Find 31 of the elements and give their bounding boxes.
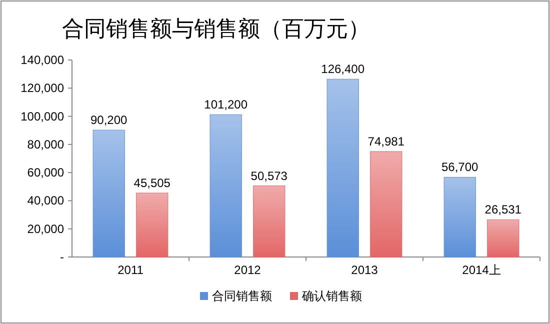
bar [487,219,520,258]
data-label: 101,200 [204,98,248,112]
chart-title: 合同销售额与销售额（百万元） [62,16,370,41]
x-tick-label: 2012 [234,263,262,277]
x-tick-label: 2011 [118,263,144,277]
data-label: 45,505 [134,176,171,190]
data-label: 126,400 [321,62,365,76]
x-tick-label: 2014上 [462,263,501,277]
bar [370,151,402,258]
bar [326,78,359,258]
y-tick-label: 100,000 [20,109,64,124]
y-tick-label: 40,000 [27,194,64,208]
bar [210,114,242,258]
data-label: 26,531 [484,202,522,217]
data-label: 74,981 [368,134,405,148]
x-tick-label: 2013 [351,263,378,277]
y-tick-label: 120,000 [20,81,64,96]
legend-label: 确认销售额 [301,289,362,303]
y-tick-label: 80,000 [27,137,64,152]
y-tick-label: 60,000 [27,166,64,180]
legend-label: 合同销售额 [212,289,272,303]
bar [444,176,476,258]
data-label: 50,573 [250,168,288,183]
data-label: 90,200 [90,113,128,128]
bar [253,186,286,258]
y-tick-label: 140,000 [20,53,64,67]
y-tick-label: 20,000 [27,222,64,236]
y-tick-label: - [60,250,64,264]
bar [136,192,168,258]
bar [92,130,125,258]
data-label: 56,700 [442,160,479,174]
